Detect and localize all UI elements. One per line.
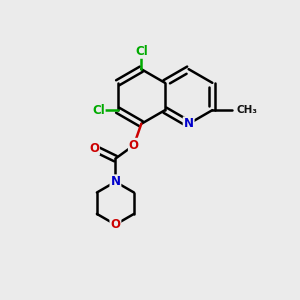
Text: N: N (184, 117, 194, 130)
Text: Cl: Cl (92, 104, 105, 117)
Text: CH₃: CH₃ (237, 105, 258, 115)
Text: N: N (110, 175, 120, 188)
Text: O: O (89, 142, 99, 155)
Text: Cl: Cl (135, 45, 148, 58)
Text: O: O (129, 139, 139, 152)
Text: O: O (110, 218, 120, 231)
